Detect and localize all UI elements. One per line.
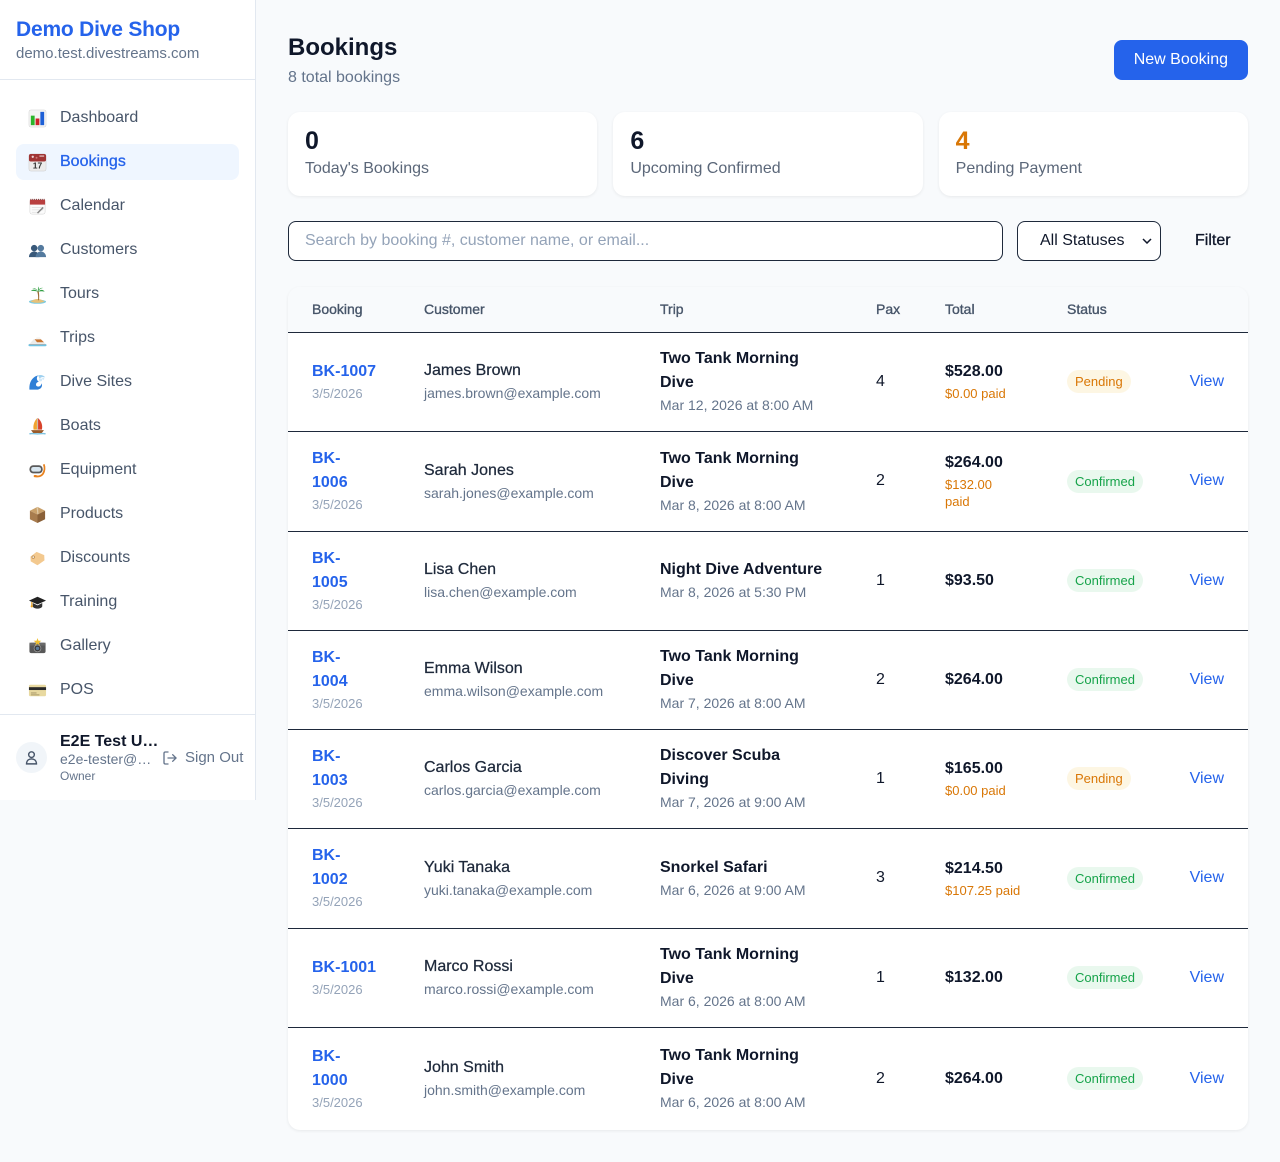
- svg-text:17: 17: [33, 160, 43, 170]
